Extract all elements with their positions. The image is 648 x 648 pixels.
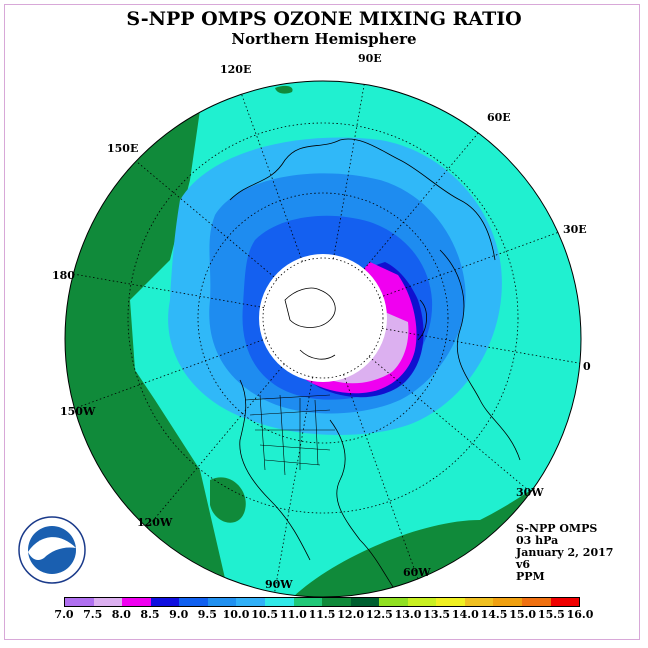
lon-label-90e: 90E: [358, 52, 382, 65]
colorbar-tick-label: 7.5: [83, 608, 103, 621]
colorbar-swatch: [207, 598, 237, 606]
colorbar-swatch: [550, 598, 580, 606]
colorbar-tick-label: 13.0: [394, 608, 422, 621]
usa-state-borders: [244, 394, 335, 476]
colorbar-tick-label: 14.5: [480, 608, 508, 621]
graticule: [127, 122, 519, 514]
colorbar-swatch: [122, 598, 151, 606]
colorbar: [64, 597, 580, 607]
colorbar-tick-label: 16.0: [566, 608, 594, 621]
info-version: v6: [516, 558, 531, 571]
meridian-line: [65, 338, 267, 421]
colorbar-tick-label: 10.5: [251, 608, 279, 621]
colorbar-swatch: [322, 598, 351, 606]
colorbar-tick-label: 11.0: [279, 608, 307, 621]
colorbar-tick-label: 13.5: [423, 608, 451, 621]
colorbar-tick-label: 7.0: [54, 608, 74, 621]
meridian-line: [65, 265, 264, 308]
info-date: January 2, 2017: [516, 546, 614, 559]
meridian-line: [368, 356, 554, 512]
colorbar-swatch: [350, 598, 380, 606]
colorbar-swatch: [407, 598, 437, 606]
lon-label-60w: 60W: [403, 566, 431, 579]
map-title: S-NPP OMPS OZONE MIXING RATIO: [126, 8, 522, 30]
lon-label-60e: 60E: [487, 111, 511, 124]
colorbar-tick-label: 9.5: [197, 608, 217, 621]
colorbar-swatch: [464, 598, 494, 606]
lon-label-30w: 30W: [516, 486, 544, 499]
info-instrument: S-NPP OMPS: [516, 522, 598, 535]
lon-label-120e: 120E: [220, 63, 252, 76]
colorbar-swatch: [65, 598, 94, 606]
colorbar-swatch: [522, 598, 551, 606]
colorbar-swatch: [379, 598, 408, 606]
colorbar-swatch: [179, 598, 208, 606]
colorbar-tick-label: 15.0: [509, 608, 537, 621]
meridians: [65, 81, 581, 597]
coastlines: [229, 138, 521, 591]
lon-label-150w: 150W: [60, 405, 96, 418]
colorbar-swatch: [436, 598, 465, 606]
colorbar-swatch: [93, 598, 123, 606]
polar-night-mask: [259, 254, 387, 382]
meridian-line: [220, 81, 303, 262]
colorbar-swatch: [150, 598, 180, 606]
colorbar-swatch: [264, 598, 294, 606]
meridian-line: [270, 377, 313, 597]
page-frame: [4, 4, 640, 640]
ozone-field-11-5-patch: [210, 477, 246, 523]
lon-label-150e: 150E: [107, 142, 139, 155]
meridian-line: [129, 363, 285, 549]
info-units: PPM: [516, 570, 545, 583]
colorbar-tick-label: 11.5: [308, 608, 336, 621]
lon-label-30e: 30E: [563, 223, 587, 236]
colorbar-tick-label: 9.0: [169, 608, 189, 621]
meridian-line: [333, 81, 376, 259]
colorbar-tick-label: 10.0: [222, 608, 250, 621]
colorbar-tick-label: 8.0: [111, 608, 131, 621]
product-info: S-NPP OMPS 03 hPa January 2, 2017 v6 PPM: [516, 523, 613, 583]
meridian-line: [343, 374, 426, 597]
meridian-line: [361, 87, 517, 273]
colorbar-swatch: [236, 598, 265, 606]
colorbar-swatch: [493, 598, 522, 606]
colorbar-ticks: 7.0 7.5 8.0 8.5 9.0 9.5 10.0 10.5 11.0 11.5 12.0 12…: [0, 608, 648, 624]
ozone-field-11-5-north: [275, 85, 293, 94]
colorbar-tick-label: 14.0: [451, 608, 479, 621]
meridian-line: [382, 328, 581, 371]
lon-label-120w: 120W: [137, 516, 173, 529]
lon-label-90w: 90W: [265, 578, 293, 591]
colorbar-tick-label: 8.5: [140, 608, 160, 621]
map-subtitle: Northern Hemisphere: [231, 30, 417, 48]
colorbar-tick-label: 12.5: [365, 608, 393, 621]
colorbar-swatch: [293, 598, 323, 606]
lon-label-0: 0: [583, 360, 591, 373]
colorbar-tick-label: 12.0: [337, 608, 365, 621]
colorbar-tick-label: 15.5: [537, 608, 565, 621]
info-level: 03 hPa: [516, 534, 559, 547]
lon-label-180: 180: [52, 269, 75, 282]
